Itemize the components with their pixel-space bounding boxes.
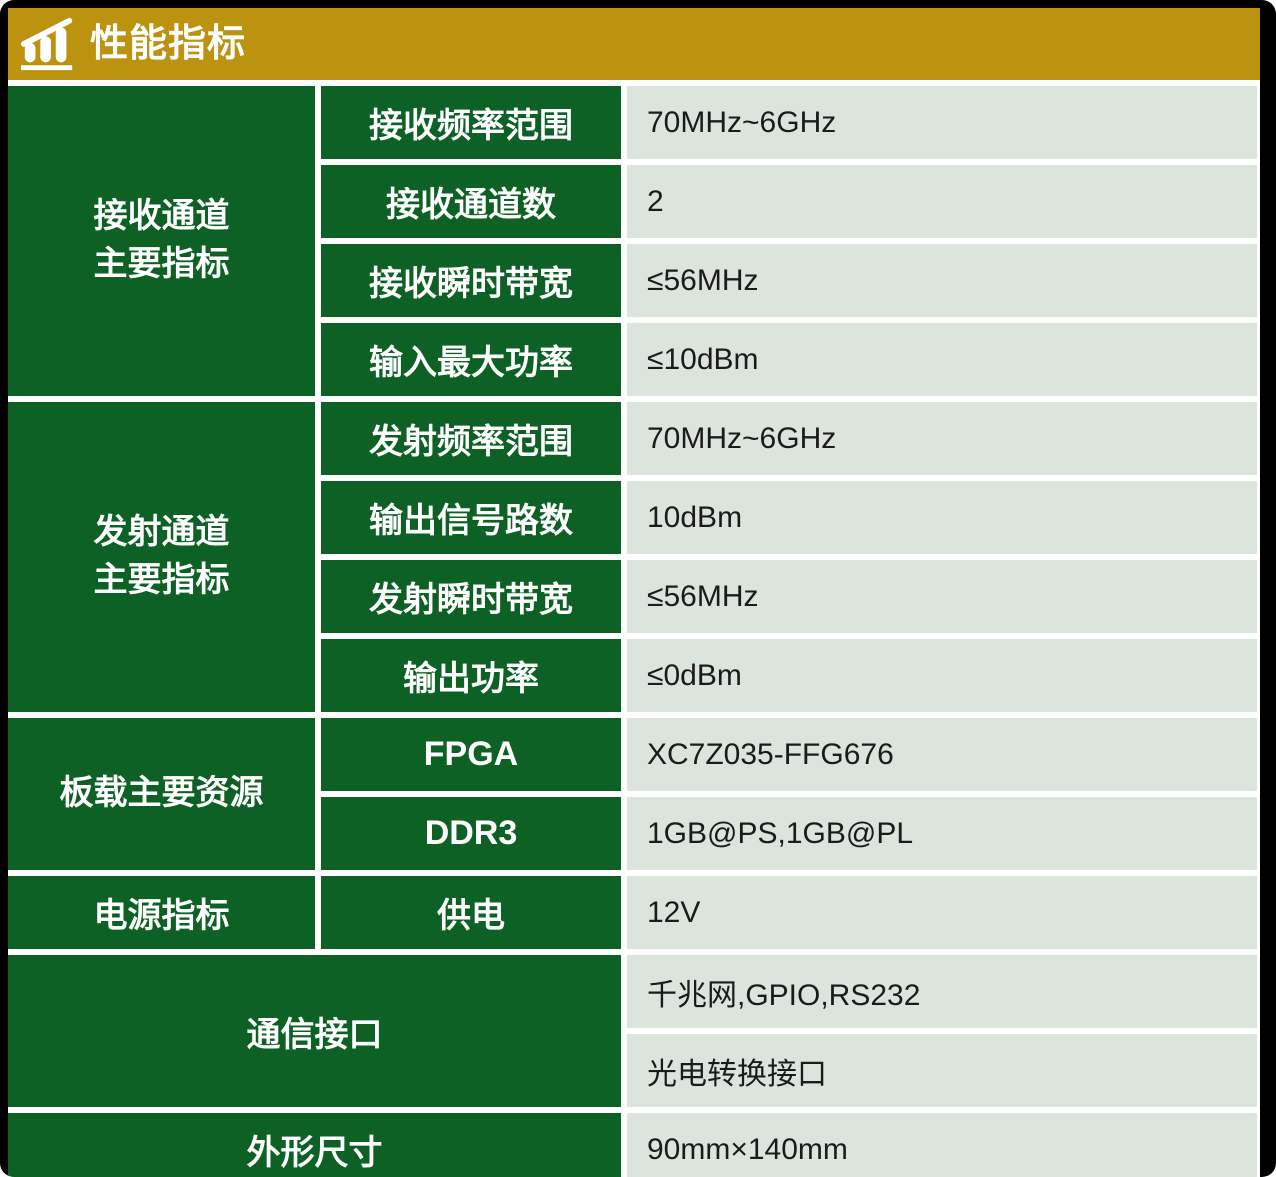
table-row: 接收瞬时带宽 ≤56MHz [8,238,1260,323]
param-cell: 接收瞬时带宽 [315,238,627,323]
group-cell-onboard-resources: 板载主要资源 [5,712,321,876]
value-cell: 千兆网,GPIO,RS232 [621,949,1260,1034]
value-cell: 2 [621,159,1260,244]
table-row: 板载主要资源 FPGA XC7Z035-FFG676 [5,712,1260,876]
table-row: 接收通道 主要指标 接收频率范围 70MHz~6GHz [5,83,1260,402]
table-row: 通信接口 千兆网,GPIO,RS232 [5,949,1260,1113]
group-label: 板载主要资源 [59,774,264,813]
table-row: 接收通道数 2 [8,159,1260,244]
page-title: 性能指标 [90,23,247,65]
group-cell-receive-channel: 接收通道 主要指标 [5,83,321,402]
param-cell: DDR3 [315,791,627,876]
value-cell: ≤56MHz [621,554,1260,639]
table-row: 发射瞬时带宽 ≤56MHz [8,554,1260,639]
value-cell: ≤56MHz [621,238,1260,323]
value-cell: ≤10dBm [621,317,1260,402]
group-cell-dimensions: 外形尺寸 [5,1107,627,1177]
value-cell: XC7Z035-FFG676 [621,712,1260,797]
value-cell: 70MHz~6GHz [621,83,1260,165]
table-row: 电源指标 供电 12V [5,870,1260,955]
group-cell-transmit-channel: 发射通道 主要指标 [5,396,321,718]
param-cell: FPGA [315,712,627,797]
table-row: DDR3 1GB@PS,1GB@PL [8,791,1260,876]
group-label: 发射通道 主要指标 [93,513,230,599]
value-cell: 70MHz~6GHz [621,396,1260,481]
table-row: 外形尺寸 90mm×140mm [5,1107,1260,1177]
param-cell: 输出功率 [315,633,627,718]
growth-bar-chart-icon [20,17,73,71]
table-row: 光电转换接口 [8,1028,1260,1113]
spec-table-wrapper: 接收通道 主要指标 接收频率范围 70MHz~6GHz 接收通道数 2 接收瞬时… [5,83,1260,1177]
spec-table: 接收通道 主要指标 接收频率范围 70MHz~6GHz 接收通道数 2 接收瞬时… [5,83,1260,1177]
title-bar: 性能指标 [8,8,1260,86]
param-cell: 输出信号路数 [315,475,627,560]
group-cell-power-spec: 电源指标 [5,870,321,955]
value-cell: 10dBm [621,475,1260,560]
param-cell: 输入最大功率 [315,317,627,402]
value-cell: 1GB@PS,1GB@PL [621,791,1260,876]
value-cell: 光电转换接口 [621,1028,1260,1113]
param-cell: 发射瞬时带宽 [315,554,627,639]
table-row: 输出信号路数 10dBm [8,475,1260,560]
value-cell: 90mm×140mm [621,1107,1260,1177]
table-row: 输入最大功率 ≤10dBm [8,317,1260,402]
table-row: 输出功率 ≤0dBm [8,633,1260,718]
param-cell: 接收通道数 [315,159,627,244]
group-label: 接收通道 主要指标 [93,197,230,283]
value-cell: 12V [621,870,1260,955]
group-cell-comm-interface: 通信接口 [5,949,627,1113]
param-cell: 发射频率范围 [315,396,627,481]
param-cell: 供电 [315,870,627,955]
param-cell: 接收频率范围 [315,83,627,165]
table-row: 发射通道 主要指标 发射频率范围 70MHz~6GHz [5,396,1260,718]
value-cell: ≤0dBm [621,633,1260,718]
